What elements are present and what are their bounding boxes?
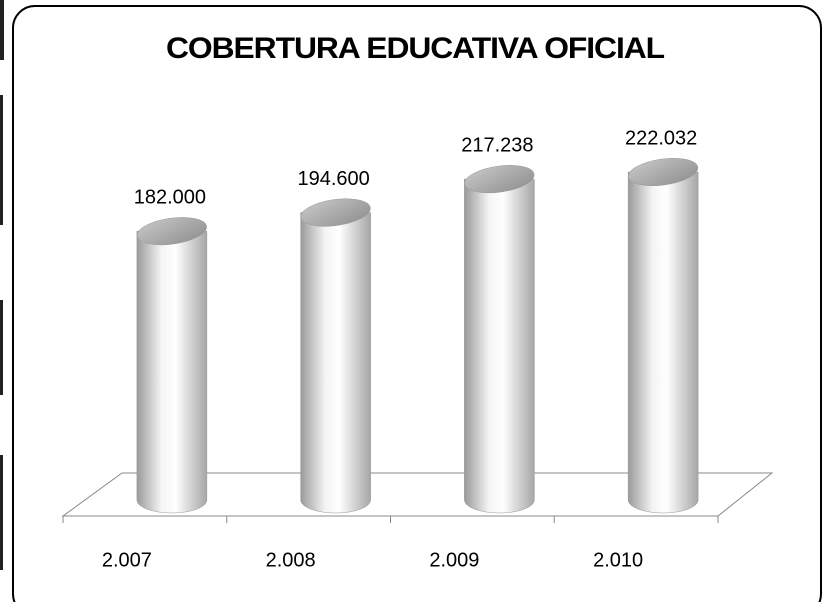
bar-top [628,157,699,187]
bar [136,230,208,514]
left-edge-fragments [0,0,4,570]
bar-top [300,198,371,227]
x-tick-label: 2.007 [102,549,152,571]
x-tick-label: 2.009 [429,549,479,571]
bar [627,171,699,514]
value-label: 194.600 [297,168,369,190]
chart-title: COBERTURA EDUCATIVA OFICIAL [166,32,665,65]
x-tick-label: 2.008 [266,549,316,571]
bar-top [464,165,535,194]
x-tick-label: 2.010 [593,549,643,571]
bar [464,178,535,514]
chart-frame [12,5,822,602]
bar [300,212,371,514]
bar-top [136,217,207,246]
value-label: 182.000 [134,186,206,208]
value-label: 222.032 [625,127,697,149]
value-label: 217.238 [461,134,533,156]
